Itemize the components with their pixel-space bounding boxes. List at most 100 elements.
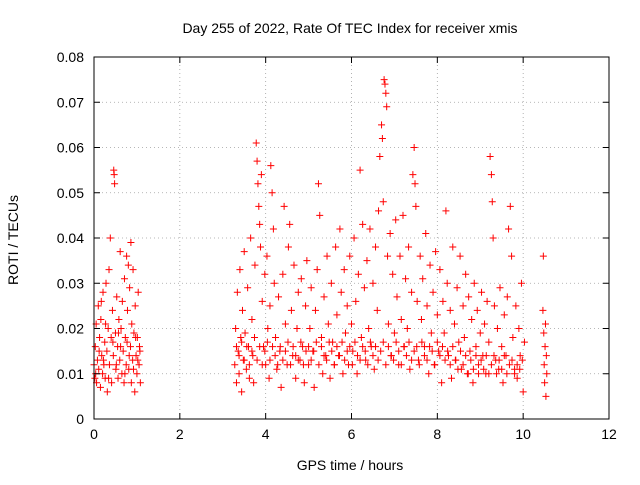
- data-point: [122, 361, 130, 369]
- data-point: [465, 293, 473, 301]
- data-point: [354, 352, 362, 360]
- data-point: [257, 171, 265, 179]
- data-point: [102, 320, 110, 328]
- data-point: [493, 325, 501, 332]
- data-point: [409, 171, 417, 179]
- data-point: [340, 266, 348, 274]
- data-point: [297, 338, 305, 346]
- data-point: [540, 329, 548, 337]
- data-point: [117, 343, 125, 351]
- data-point: [384, 320, 392, 328]
- data-point: [240, 248, 248, 256]
- data-point: [235, 370, 243, 378]
- data-point: [290, 261, 298, 269]
- data-point: [269, 225, 277, 233]
- data-point: [243, 343, 251, 351]
- data-point: [387, 352, 395, 360]
- data-point: [107, 334, 115, 342]
- data-point: [339, 370, 347, 378]
- data-point: [249, 352, 257, 360]
- data-point: [413, 343, 421, 351]
- data-point: [378, 121, 386, 129]
- data-point: [449, 343, 457, 351]
- data-point: [310, 383, 318, 391]
- data-point: [279, 270, 287, 278]
- data-point: [485, 338, 493, 346]
- data-point: [105, 374, 113, 382]
- data-point: [253, 157, 261, 165]
- data-point: [253, 356, 261, 364]
- data-point: [366, 338, 374, 346]
- data-point: [519, 388, 527, 396]
- data-point: [373, 306, 381, 314]
- data-point: [432, 248, 440, 256]
- data-point: [513, 374, 521, 382]
- data-point: [231, 361, 239, 369]
- data-point: [366, 225, 374, 233]
- data-point: [117, 325, 125, 332]
- data-point: [480, 365, 488, 373]
- data-point: [336, 225, 344, 233]
- data-point: [251, 261, 259, 269]
- x-tick-label: 8: [433, 426, 441, 442]
- data-point: [297, 275, 305, 283]
- data-point: [310, 347, 318, 355]
- data-point: [98, 352, 106, 360]
- data-point: [338, 338, 346, 346]
- data-point: [410, 347, 418, 355]
- data-point: [113, 293, 121, 301]
- data-points: [90, 76, 551, 400]
- data-point: [131, 302, 139, 310]
- data-point: [120, 379, 128, 387]
- data-point: [266, 356, 274, 364]
- data-point: [433, 338, 441, 346]
- data-point: [257, 243, 265, 251]
- data-point: [346, 252, 354, 260]
- data-point: [517, 279, 525, 287]
- data-point: [541, 379, 549, 387]
- data-point: [539, 252, 547, 260]
- data-point: [232, 343, 240, 351]
- data-point: [361, 347, 369, 355]
- data-point: [356, 356, 364, 364]
- data-point: [498, 365, 506, 373]
- data-point: [256, 343, 264, 351]
- data-point: [264, 325, 272, 332]
- data-point: [130, 329, 138, 337]
- data-point: [356, 166, 364, 174]
- data-point: [381, 80, 389, 88]
- data-point: [99, 288, 107, 296]
- data-point: [397, 315, 405, 323]
- data-point: [271, 352, 279, 360]
- data-point: [252, 139, 260, 147]
- data-point: [405, 243, 413, 251]
- data-point: [254, 180, 262, 188]
- data-point: [399, 211, 407, 219]
- data-point: [281, 320, 289, 328]
- data-point: [289, 343, 297, 351]
- data-point: [105, 361, 113, 369]
- data-point: [245, 361, 253, 369]
- data-point: [462, 270, 470, 278]
- data-point: [238, 338, 246, 346]
- data-point: [379, 198, 387, 206]
- data-point: [108, 306, 116, 314]
- data-point: [390, 356, 398, 364]
- data-point: [453, 284, 461, 292]
- data-point: [333, 311, 341, 319]
- data-point: [103, 388, 111, 396]
- data-point: [490, 302, 498, 310]
- data-point: [447, 374, 455, 382]
- data-point: [330, 361, 338, 369]
- data-point: [348, 361, 356, 369]
- data-point: [245, 374, 253, 382]
- data-point: [232, 325, 240, 332]
- data-point: [302, 302, 310, 310]
- data-point: [307, 356, 315, 364]
- data-point: [274, 361, 282, 369]
- data-point: [320, 293, 328, 301]
- data-point: [495, 356, 503, 364]
- data-point: [303, 257, 311, 265]
- data-point: [99, 356, 107, 364]
